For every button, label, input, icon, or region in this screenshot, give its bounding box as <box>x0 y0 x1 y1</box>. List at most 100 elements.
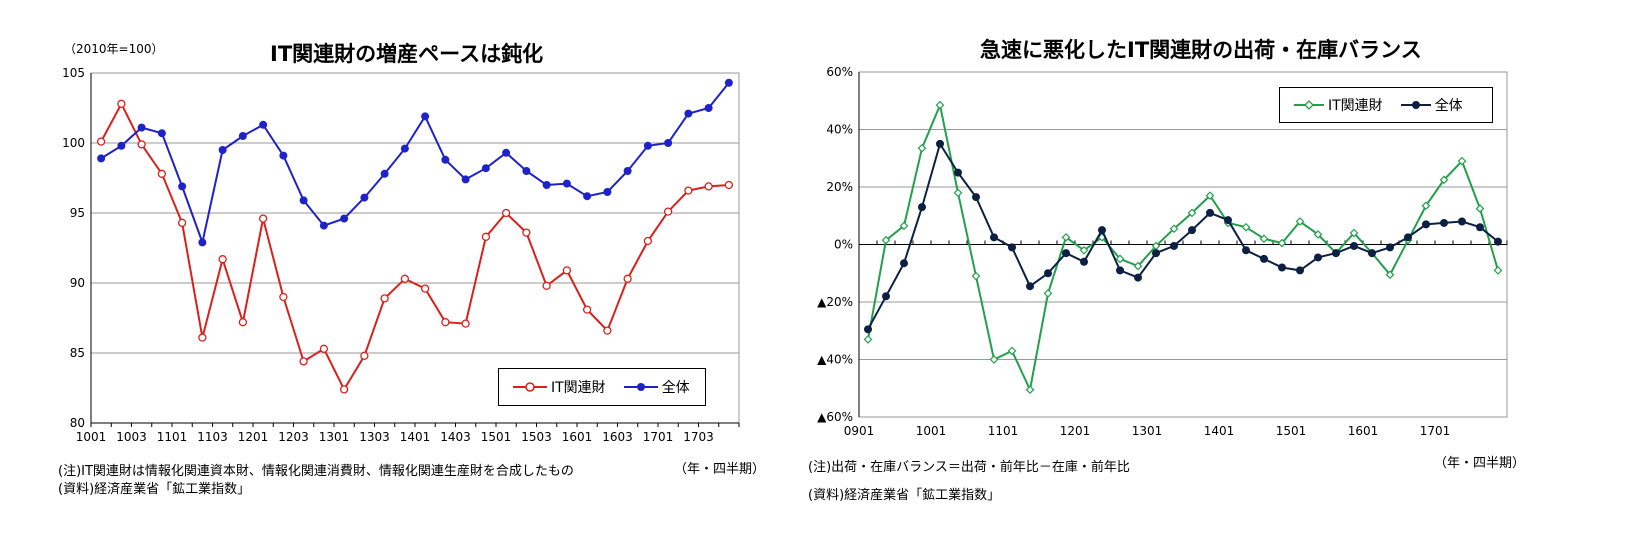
y-tick-label: ▲60% <box>817 410 853 424</box>
data-point <box>643 236 653 246</box>
data-point <box>117 141 126 150</box>
data-point <box>96 137 106 146</box>
data-point <box>420 284 430 293</box>
x-tick-label: 1603 <box>602 430 633 444</box>
data-point <box>1008 243 1016 252</box>
data-point <box>441 155 450 164</box>
data-point <box>1062 249 1070 258</box>
data-point <box>918 203 926 212</box>
x-tick-label: 1403 <box>440 430 471 444</box>
data-point <box>1439 175 1449 185</box>
left-chart-title: IT関連財の増産ペースは鈍化 <box>270 42 544 66</box>
data-point <box>340 214 349 223</box>
data-point <box>1278 263 1286 272</box>
data-point <box>623 167 632 175</box>
data-point <box>1458 217 1466 226</box>
x-tick-label: 1201 <box>1060 424 1091 438</box>
x-tick-label: 1101 <box>988 424 1019 438</box>
left-xlabel: （年・四半期） <box>674 462 766 477</box>
y-tick-label: 85 <box>70 346 85 360</box>
x-tick-label: 1301 <box>1132 424 1163 438</box>
data-point <box>971 271 981 281</box>
y-tick-label: 0% <box>834 238 853 252</box>
y-tick-label: 95 <box>70 206 85 220</box>
x-tick-label: 1203 <box>278 430 309 444</box>
legend-label-it: IT関連財 <box>551 380 606 396</box>
x-tick-label: 1001 <box>76 430 107 444</box>
data-point <box>461 319 470 328</box>
data-point <box>198 238 207 247</box>
x-tick-label: 1303 <box>359 430 390 444</box>
legend-label-all-balance: 全体 <box>1434 98 1463 114</box>
data-point <box>1260 254 1268 263</box>
data-point <box>481 164 490 173</box>
data-point <box>1241 222 1251 232</box>
data-point <box>864 325 872 334</box>
right-note-2: (資料)経済産業省「鉱工業指数」 <box>808 488 1001 503</box>
right-note-1: (注)出荷・在庫バランス＝出荷・前年比－在庫・前年比 <box>808 460 1130 475</box>
data-point <box>198 333 207 342</box>
data-point <box>664 139 673 147</box>
data-point <box>542 281 551 290</box>
data-point <box>1116 266 1124 275</box>
data-point <box>1080 257 1088 266</box>
data-point <box>1296 266 1304 275</box>
data-point <box>1061 232 1071 242</box>
data-point <box>421 112 430 121</box>
data-point <box>238 318 248 327</box>
data-point <box>1386 243 1394 252</box>
data-point <box>1079 245 1089 255</box>
x-tick-label: 0901 <box>844 424 875 438</box>
data-point <box>724 180 734 190</box>
data-point <box>623 274 632 283</box>
data-point <box>360 351 369 360</box>
series-line-0 <box>100 101 729 392</box>
data-point <box>178 182 187 191</box>
data-point <box>582 305 592 314</box>
data-point <box>1044 269 1052 278</box>
x-tick-label: 1701 <box>1420 424 1451 438</box>
data-point <box>1133 261 1143 271</box>
data-point <box>360 193 369 202</box>
data-point <box>501 208 511 218</box>
data-point <box>1314 253 1322 262</box>
data-point <box>643 141 652 150</box>
data-point <box>1206 208 1214 217</box>
right-chart-panel: 急速に悪化したIT関連財の出荷・在庫バランス ▲60% ▲40% ▲20% 0% 20%… <box>808 0 1645 551</box>
data-point <box>603 326 612 335</box>
data-point <box>684 109 693 118</box>
data-point <box>481 232 491 241</box>
data-point <box>1152 249 1160 258</box>
data-point <box>1350 241 1358 250</box>
x-tick-label: 1501 <box>1276 424 1307 438</box>
data-point <box>441 318 450 327</box>
legend-item-all: 全体 <box>623 377 690 397</box>
data-point <box>1170 241 1178 250</box>
data-point <box>1295 217 1305 226</box>
data-point <box>899 221 909 231</box>
left-chart-svg: 80 85 90 95 100 105 1001 1003 1101 1103 1201 1203 13… <box>62 66 740 444</box>
y-tick-label: 105 <box>62 66 85 80</box>
data-point <box>1313 230 1323 239</box>
data-point <box>1475 204 1485 213</box>
data-point <box>881 235 891 245</box>
data-point <box>380 294 389 303</box>
data-point <box>562 266 572 275</box>
data-point <box>990 233 998 242</box>
data-point <box>400 274 410 283</box>
data-point <box>1368 249 1376 258</box>
data-point <box>863 335 873 344</box>
data-point <box>461 175 470 184</box>
data-point <box>259 120 268 129</box>
data-point <box>1242 246 1250 255</box>
data-point <box>1494 237 1502 246</box>
data-point <box>258 214 268 223</box>
data-point <box>972 193 980 202</box>
data-point <box>299 357 308 366</box>
left-note-1: (注)IT関連財は情報化関連資本財、情報化関連消費財、情報化関連生産財を合成した… <box>58 464 574 479</box>
data-point <box>935 100 945 110</box>
data-point <box>953 188 963 198</box>
legend-line-all-icon <box>623 383 658 391</box>
data-point <box>1187 208 1197 218</box>
data-point <box>882 292 890 301</box>
